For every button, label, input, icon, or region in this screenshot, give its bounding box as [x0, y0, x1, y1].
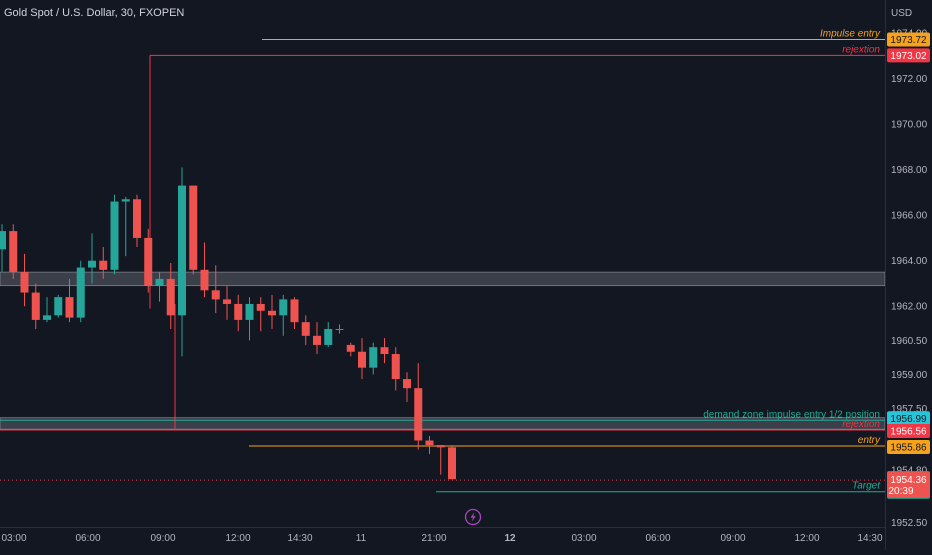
candle-body [245, 303, 254, 320]
price-tag-text-rejextion-2: 1956.56 [890, 427, 927, 438]
candle-body [369, 347, 378, 368]
level-label-impulse-entry: Impulse entry [820, 28, 881, 39]
time-tick-label: 21:00 [421, 533, 446, 544]
candle-body [178, 185, 186, 316]
time-tick-label: 14:30 [287, 533, 312, 544]
level-label-entry: entry [858, 435, 881, 446]
price-tag-impulse-entry [887, 32, 930, 47]
time-tick-label: 06:00 [75, 533, 100, 544]
price-zone-1 [0, 271, 886, 287]
candle-body [346, 344, 355, 352]
candle-body [268, 310, 276, 316]
price-tag-entry [887, 439, 930, 454]
candle-body [43, 315, 51, 320]
candle-body [76, 267, 85, 318]
time-tick-label: 09:00 [720, 533, 745, 544]
price-tick-label: 1970.00 [891, 120, 928, 131]
candle-body [20, 272, 29, 293]
candle-body [436, 445, 445, 448]
price-tag-rejextion-2 [887, 424, 930, 439]
candle-body [335, 328, 344, 330]
price-tag-rejextion [887, 48, 930, 63]
price-tick-label: 1972.00 [891, 74, 928, 85]
candle-body [155, 278, 164, 286]
candle-body [99, 260, 108, 270]
candle-body [234, 303, 243, 320]
price-tag-text-rejextion: 1973.02 [890, 51, 927, 62]
time-tick-label: 11 [356, 533, 367, 544]
price-tick-label: 1954.80 [891, 466, 928, 477]
candle-body [414, 388, 423, 441]
candle-body [189, 185, 198, 270]
price-tick-label: 1960.50 [891, 336, 928, 347]
level-label-rejextion-2: rejextion [842, 419, 880, 430]
candle-body [9, 231, 18, 273]
candle-body [166, 278, 175, 316]
currency-label: USD [891, 8, 912, 19]
candle-body [133, 199, 141, 238]
time-tick-label: 03:00 [571, 533, 596, 544]
level-label-target: Target [852, 481, 881, 492]
level-label-demand-zone: demand zone impulse entry 1/2 position [703, 409, 880, 420]
candle-body [425, 440, 434, 446]
price-tick-label: 1962.00 [891, 302, 928, 313]
price-tag-text-demand-zone: 1956.99 [890, 414, 927, 425]
candle-body [313, 335, 321, 345]
candle-body [88, 260, 96, 268]
candle-body [324, 328, 333, 345]
candle-body [448, 447, 456, 480]
candle-body [31, 292, 40, 320]
candle-body [110, 201, 119, 270]
time-tick-label: 14:30 [857, 533, 882, 544]
time-tick-label: 03:00 [1, 533, 26, 544]
level-label-rejextion: rejextion [842, 44, 880, 55]
candle-body [358, 351, 366, 368]
time-axis-ticks[interactable]: 03:00 06:00 09:00 12:00 14:30 11 21:00 12 03:00 0… [1, 533, 882, 544]
price-tag-text-entry: 1955.86 [890, 442, 927, 453]
candle-body [0, 231, 6, 250]
symbol-title: Gold Spot / U.S. Dollar, 30, FXOPEN [4, 7, 184, 19]
time-tick-label: 06:00 [645, 533, 670, 544]
candle-body [290, 299, 299, 323]
candle-body [54, 297, 63, 316]
candle-body [256, 303, 265, 311]
time-tick-label: 12:00 [225, 533, 250, 544]
lightning-bolt-icon[interactable] [464, 508, 482, 526]
candle-body [200, 269, 209, 291]
price-tag-demand-zone [887, 411, 930, 426]
candle-body [301, 322, 310, 336]
price-tick-label: 1952.50 [891, 518, 928, 529]
price-tag-text-impulse-entry: 1973.72 [890, 35, 927, 46]
price-tick-label: 1966.00 [891, 211, 928, 222]
candle-body [391, 354, 400, 380]
candle-body [403, 379, 411, 389]
countdown-text: 20:39 [888, 486, 913, 497]
candle-body [144, 237, 153, 286]
price-tick-label: 1959.00 [891, 370, 928, 381]
candle-body [65, 297, 74, 318]
current-price-tag [887, 471, 930, 498]
candle-body [121, 199, 130, 202]
time-tick-label: 09:00 [150, 533, 175, 544]
current-price-text: 1954.36 [890, 475, 927, 486]
time-tick-label: 12 [504, 533, 516, 544]
candle-body [223, 299, 231, 304]
price-tick-label: 1968.00 [891, 165, 928, 176]
candle-body [279, 299, 288, 316]
time-tick-label: 12:00 [794, 533, 819, 544]
price-tick-label: 1964.00 [891, 256, 928, 267]
price-tick-label: 1957.50 [891, 404, 928, 415]
candle-body [211, 290, 220, 300]
candle-body [380, 347, 389, 355]
